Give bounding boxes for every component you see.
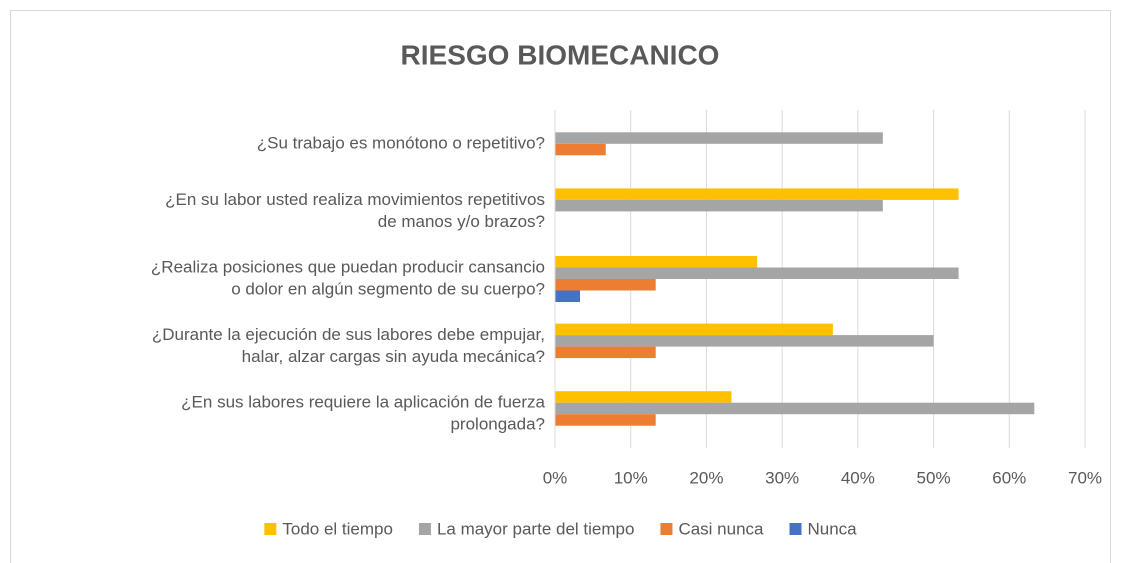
bar	[555, 414, 656, 426]
x-tick-label: 0%	[543, 468, 568, 487]
y-tick-label: ¿En sus labores requiere la aplicación d…	[181, 393, 545, 412]
bar	[555, 143, 606, 156]
x-tick-label: 70%	[1068, 468, 1102, 487]
y-tick-label: o dolor en algún segmento de su cuerpo?	[231, 279, 545, 298]
legend-label: La mayor parte del tiempo	[437, 519, 635, 538]
bar	[555, 391, 732, 403]
y-tick-label: halar, alzar cargas sin ayuda mecánica?	[242, 347, 545, 366]
y-tick-label: ¿Realiza posiciones que puedan producir …	[151, 257, 545, 276]
bar	[555, 290, 580, 302]
y-tick-label: prolongada?	[450, 415, 545, 434]
y-tick-label: ¿Su trabajo es monótono o repetitivo?	[257, 133, 545, 152]
legend-swatch	[264, 523, 277, 535]
y-tick-label: de manos y/o brazos?	[378, 212, 545, 231]
legend-swatch	[789, 523, 802, 535]
bar	[555, 323, 833, 336]
legend-label: Nunca	[808, 519, 858, 538]
y-tick-label: ¿Durante la ejecución de sus labores deb…	[152, 325, 545, 344]
bar	[555, 188, 959, 200]
bar	[555, 279, 656, 291]
x-tick-label: 50%	[917, 468, 951, 487]
x-tick-label: 40%	[841, 468, 875, 487]
x-tick-label: 20%	[689, 468, 723, 487]
legend-label: Todo el tiempo	[282, 519, 393, 538]
x-tick-label: 30%	[765, 468, 799, 487]
bar	[555, 132, 883, 144]
bar	[555, 199, 883, 212]
bar	[555, 335, 934, 347]
x-tick-label: 10%	[614, 468, 648, 487]
legend-swatch	[418, 523, 431, 535]
bar	[555, 256, 758, 268]
x-tick-label: 60%	[992, 468, 1026, 487]
legend-swatch	[660, 523, 673, 535]
chart-title: RIESGO BIOMECANICO	[401, 39, 720, 70]
legend-label: Casi nunca	[678, 519, 764, 538]
bar	[555, 267, 959, 279]
bar	[555, 346, 656, 359]
y-tick-label: ¿En su labor usted realiza movimientos r…	[165, 190, 545, 209]
bar	[555, 402, 1035, 415]
